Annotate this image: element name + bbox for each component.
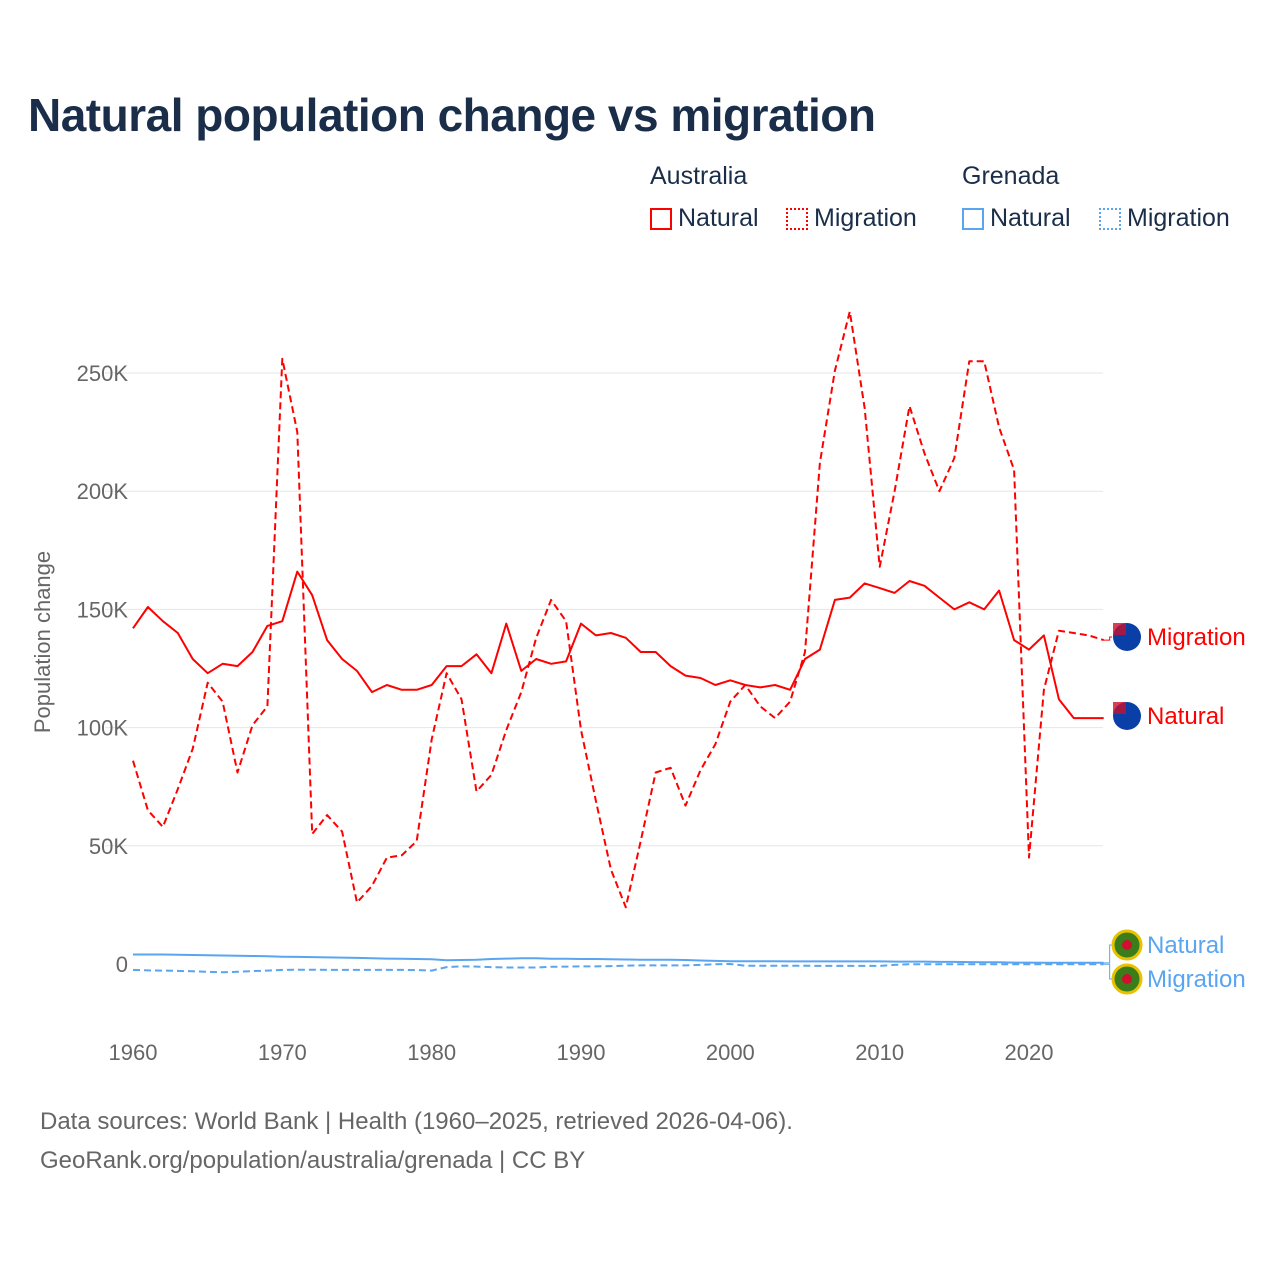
series-end-label: Natural	[1147, 703, 1224, 730]
series-line-grenada-migration	[132, 963, 1104, 974]
series-line-australia-natural	[132, 570, 1104, 720]
x-tick-label: 1960	[109, 1040, 158, 1065]
legend-group-australia: Australia	[650, 162, 748, 190]
legend-grenada-natural[interactable]: Natural	[962, 204, 1071, 233]
label-connector	[1103, 636, 1112, 641]
y-tick-label: 100K	[77, 716, 129, 741]
y-tick-label: 200K	[77, 479, 129, 504]
flag-center-icon	[1122, 940, 1132, 950]
legend-label: Natural	[678, 204, 759, 232]
flag-canton-icon	[1113, 623, 1126, 635]
legend-label: Migration	[1127, 204, 1230, 232]
series-line-australia-migration	[132, 310, 1104, 909]
solid-swatch-icon	[962, 207, 984, 230]
series-line-grenada-natural	[133, 953, 1104, 964]
series-end-label: Migration	[1147, 624, 1246, 651]
label-connector	[1103, 944, 1112, 964]
legend-australia-migration[interactable]: Migration	[786, 204, 917, 233]
chart-title: Natural population change vs migration	[28, 89, 876, 141]
series-end-label: Migration	[1147, 966, 1246, 993]
y-tick-label: 250K	[77, 361, 129, 386]
y-tick-label: 150K	[77, 597, 129, 622]
x-tick-label: 2020	[1005, 1040, 1054, 1065]
x-tick-label: 1990	[557, 1040, 606, 1065]
legend-australia-natural[interactable]: Natural	[650, 204, 759, 233]
solid-swatch-icon	[650, 207, 672, 230]
x-tick-label: 2010	[855, 1040, 904, 1065]
flag-canton-icon	[1113, 702, 1126, 714]
x-tick-label: 2000	[706, 1040, 755, 1065]
y-axis-label: Population change	[30, 551, 55, 733]
label-connector	[1103, 963, 1112, 980]
legend-group-grenada: Grenada	[962, 162, 1060, 190]
x-tick-label: 1980	[407, 1040, 456, 1065]
legend-label: Natural	[990, 204, 1071, 232]
dotted-swatch-icon	[786, 207, 808, 230]
y-tick-label: 50K	[89, 834, 128, 859]
x-tick-label: 1970	[258, 1040, 307, 1065]
legend-label: Migration	[814, 204, 917, 232]
source-url[interactable]: GeoRank.org/population/australia/grenada…	[40, 1147, 586, 1174]
y-tick-label: 0	[116, 952, 128, 977]
dotted-swatch-icon	[1099, 207, 1121, 230]
legend-grenada-migration[interactable]: Migration	[1099, 204, 1230, 233]
flag-center-icon	[1122, 974, 1132, 984]
source-text: Data sources: World Bank | Health (1960–…	[40, 1108, 793, 1135]
series-end-label: Natural	[1147, 932, 1224, 959]
